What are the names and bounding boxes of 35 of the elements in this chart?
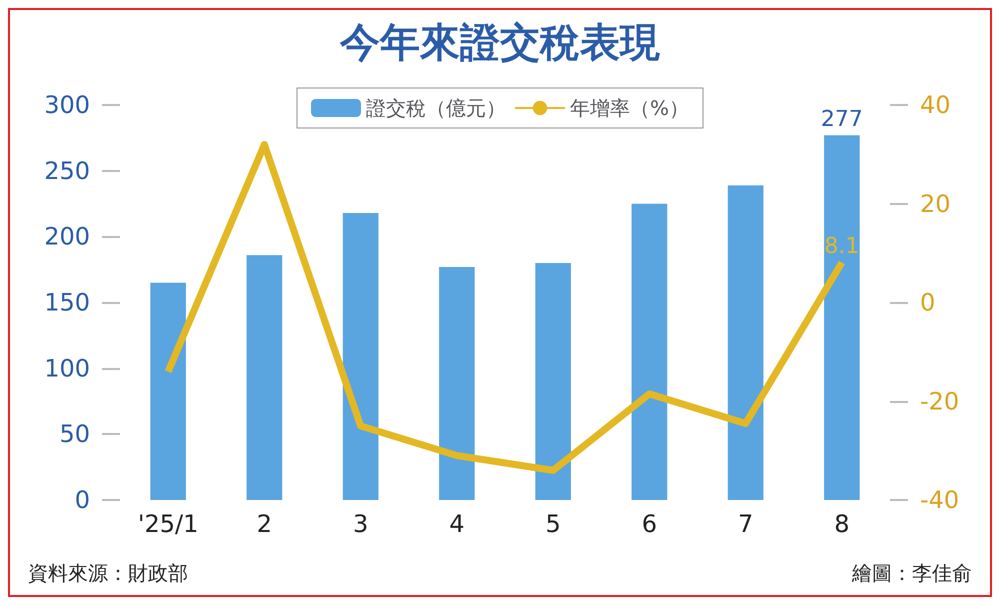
bar	[342, 212, 378, 500]
bar	[150, 282, 186, 500]
bar	[535, 263, 571, 500]
y-tick-label: 200	[44, 222, 90, 251]
source-note: 資料來源：財政部	[28, 561, 188, 585]
x-tick-label: 8	[834, 510, 850, 538]
bar	[824, 135, 860, 500]
x-tick-label: 3	[352, 510, 368, 538]
bar	[246, 255, 282, 500]
y-tick-label: 100	[44, 354, 90, 382]
bar	[728, 185, 764, 500]
data-label: 8.1	[824, 234, 860, 260]
y2-tick-label: -40	[920, 486, 960, 514]
x-tick-label: 5	[545, 510, 561, 538]
y-tick-label: 150	[44, 288, 90, 316]
data-label: 277	[820, 106, 863, 132]
chart-title: 今年來證交稅表現	[339, 20, 660, 66]
bar	[632, 204, 668, 500]
y2-tick-label: -20	[920, 387, 960, 416]
x-tick-label: 4	[449, 510, 465, 538]
x-tick-label: '25/1	[138, 510, 198, 538]
y-tick-label: 50	[59, 420, 90, 448]
y2-tick-label: 20	[920, 190, 951, 218]
legend-label: 證交稅（億元）	[366, 96, 506, 120]
x-tick-label: 6	[642, 510, 658, 538]
y-tick-label: 250	[44, 156, 90, 185]
y2-tick-label: 0	[920, 288, 936, 316]
legend-label: 年增率（%）	[570, 96, 690, 120]
x-tick-label: 2	[256, 510, 272, 538]
y-tick-label: 300	[44, 91, 90, 119]
y-tick-label: 0	[74, 486, 90, 514]
y2-tick-label: 40	[920, 91, 951, 119]
bar	[439, 266, 475, 500]
text: 繪圖：李佳俞	[851, 561, 972, 585]
x-tick-label: 7	[738, 510, 754, 538]
